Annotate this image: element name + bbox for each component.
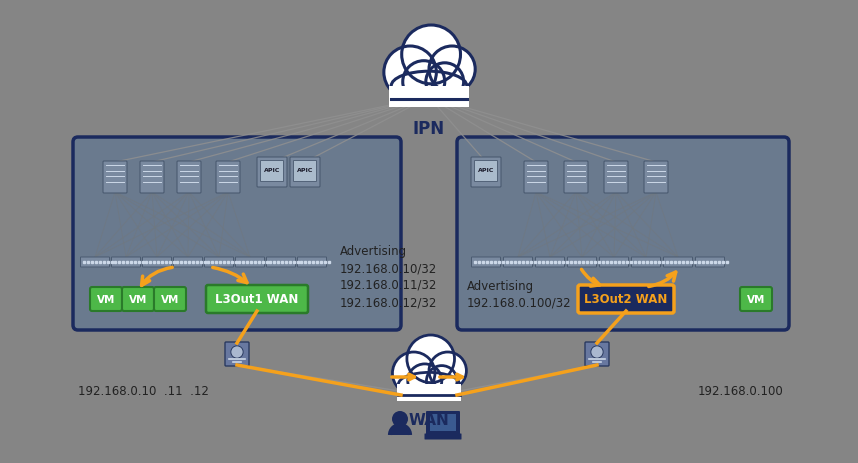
FancyBboxPatch shape (173, 257, 202, 268)
FancyBboxPatch shape (585, 342, 609, 366)
FancyBboxPatch shape (142, 257, 172, 268)
Circle shape (426, 63, 463, 101)
FancyBboxPatch shape (204, 257, 233, 268)
FancyBboxPatch shape (535, 257, 565, 268)
FancyBboxPatch shape (631, 257, 661, 268)
FancyBboxPatch shape (235, 257, 264, 268)
Text: IPN: IPN (413, 120, 445, 138)
Circle shape (402, 62, 444, 103)
FancyBboxPatch shape (740, 288, 772, 311)
Circle shape (392, 411, 408, 427)
FancyBboxPatch shape (216, 162, 240, 194)
Ellipse shape (391, 72, 467, 101)
FancyBboxPatch shape (472, 257, 500, 268)
Text: Advertising
192.168.0.10/32
192.168.0.11/32
192.168.0.12/32: Advertising 192.168.0.10/32 192.168.0.11… (340, 244, 438, 308)
Circle shape (384, 47, 437, 99)
Text: VM: VM (129, 294, 148, 304)
Text: VM: VM (97, 294, 115, 304)
FancyBboxPatch shape (257, 158, 287, 188)
FancyBboxPatch shape (604, 162, 628, 194)
Circle shape (402, 26, 461, 85)
FancyBboxPatch shape (103, 162, 127, 194)
FancyBboxPatch shape (206, 285, 308, 313)
Circle shape (426, 366, 457, 396)
FancyBboxPatch shape (578, 285, 674, 313)
FancyBboxPatch shape (290, 158, 320, 188)
FancyBboxPatch shape (474, 161, 498, 182)
FancyBboxPatch shape (396, 384, 462, 401)
FancyBboxPatch shape (140, 162, 164, 194)
Circle shape (591, 346, 603, 358)
FancyBboxPatch shape (600, 257, 629, 268)
FancyBboxPatch shape (567, 257, 596, 268)
FancyBboxPatch shape (298, 257, 327, 268)
FancyBboxPatch shape (425, 433, 462, 439)
Circle shape (407, 335, 455, 383)
FancyBboxPatch shape (293, 161, 317, 182)
Circle shape (429, 47, 475, 93)
FancyBboxPatch shape (426, 411, 460, 435)
FancyBboxPatch shape (524, 162, 548, 194)
FancyBboxPatch shape (457, 138, 789, 330)
FancyBboxPatch shape (81, 257, 110, 268)
FancyBboxPatch shape (471, 158, 501, 188)
Text: 192.168.0.100: 192.168.0.100 (698, 384, 783, 397)
Text: VM: VM (746, 294, 765, 304)
Text: WAN: WAN (408, 412, 450, 427)
Text: APIC: APIC (263, 168, 281, 173)
FancyBboxPatch shape (504, 257, 533, 268)
Text: 192.168.0.10  .11  .12: 192.168.0.10 .11 .12 (78, 384, 208, 397)
FancyBboxPatch shape (261, 161, 283, 182)
FancyBboxPatch shape (696, 257, 724, 268)
FancyBboxPatch shape (267, 257, 295, 268)
FancyBboxPatch shape (73, 138, 401, 330)
FancyBboxPatch shape (122, 288, 154, 311)
FancyBboxPatch shape (430, 414, 456, 431)
FancyBboxPatch shape (177, 162, 201, 194)
Ellipse shape (398, 373, 460, 396)
FancyBboxPatch shape (564, 162, 588, 194)
Text: VM: VM (160, 294, 179, 304)
FancyBboxPatch shape (225, 342, 249, 366)
FancyBboxPatch shape (112, 257, 141, 268)
FancyBboxPatch shape (663, 257, 692, 268)
Circle shape (392, 352, 435, 394)
Text: L3Out1 WAN: L3Out1 WAN (215, 293, 299, 306)
FancyBboxPatch shape (644, 162, 668, 194)
Circle shape (408, 364, 442, 398)
Text: L3Out2 WAN: L3Out2 WAN (584, 293, 668, 306)
FancyBboxPatch shape (154, 288, 186, 311)
Wedge shape (390, 425, 410, 435)
Text: Advertising
192.168.0.100/32: Advertising 192.168.0.100/32 (467, 279, 571, 309)
FancyBboxPatch shape (90, 288, 122, 311)
Circle shape (231, 346, 243, 358)
Text: APIC: APIC (478, 168, 494, 173)
Circle shape (429, 352, 467, 389)
FancyBboxPatch shape (389, 87, 469, 108)
Text: APIC: APIC (297, 168, 313, 173)
